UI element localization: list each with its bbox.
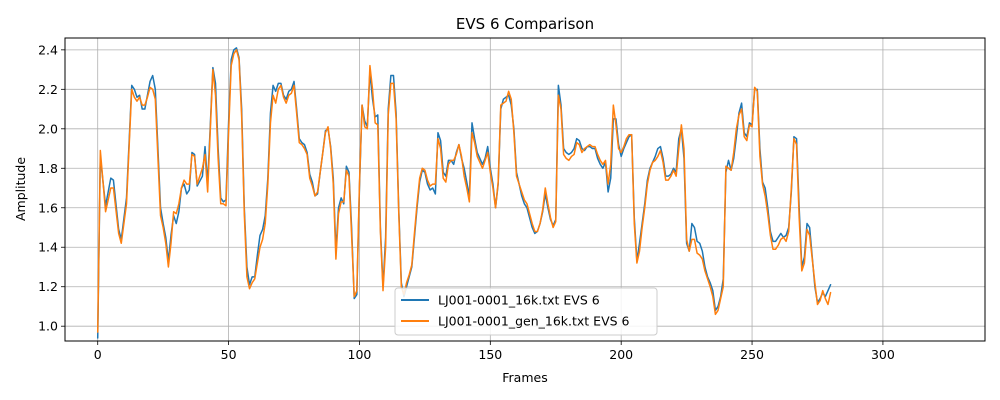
x-axis-title: Frames	[502, 370, 547, 385]
y-tick-label: 1.2	[38, 279, 58, 294]
y-tick-label: 1.4	[38, 240, 58, 255]
y-tick-label: 1.6	[38, 200, 58, 215]
y-tick-label: 2.2	[38, 82, 58, 97]
x-tick-label: 250	[740, 347, 764, 362]
y-tick-label: 1.0	[38, 319, 58, 334]
y-tick-label: 2.4	[38, 42, 58, 57]
series-layer	[96, 47, 832, 339]
legend-box	[394, 287, 658, 336]
legend-label-series-1: LJ001-0001_16k.txt EVS 6	[438, 293, 600, 308]
series-line-2	[96, 49, 832, 333]
x-tick-label: 200	[609, 347, 633, 362]
axis-ticks: 0 50 100 150 200 250 300 1.0 1.2 1.4 1.6 1.8 2.0 2.2 2…	[38, 42, 895, 362]
y-axis-title: Amplitude	[13, 157, 28, 221]
x-tick-label: 300	[871, 347, 895, 362]
legend: LJ001-0001_16k.txt EVS 6 LJ001-0001_gen_…	[394, 287, 658, 336]
plot-frame	[64, 37, 986, 342]
x-tick-label: 100	[348, 347, 372, 362]
x-tick-label: 150	[478, 347, 502, 362]
x-tick-label: 0	[94, 347, 102, 362]
y-tick-label: 2.0	[38, 121, 58, 136]
y-tick-label: 1.8	[38, 161, 58, 176]
legend-label-series-2: LJ001-0001_gen_16k.txt EVS 6	[438, 314, 630, 329]
x-tick-label: 50	[221, 347, 237, 362]
chart-title: EVS 6 Comparison	[456, 15, 594, 33]
